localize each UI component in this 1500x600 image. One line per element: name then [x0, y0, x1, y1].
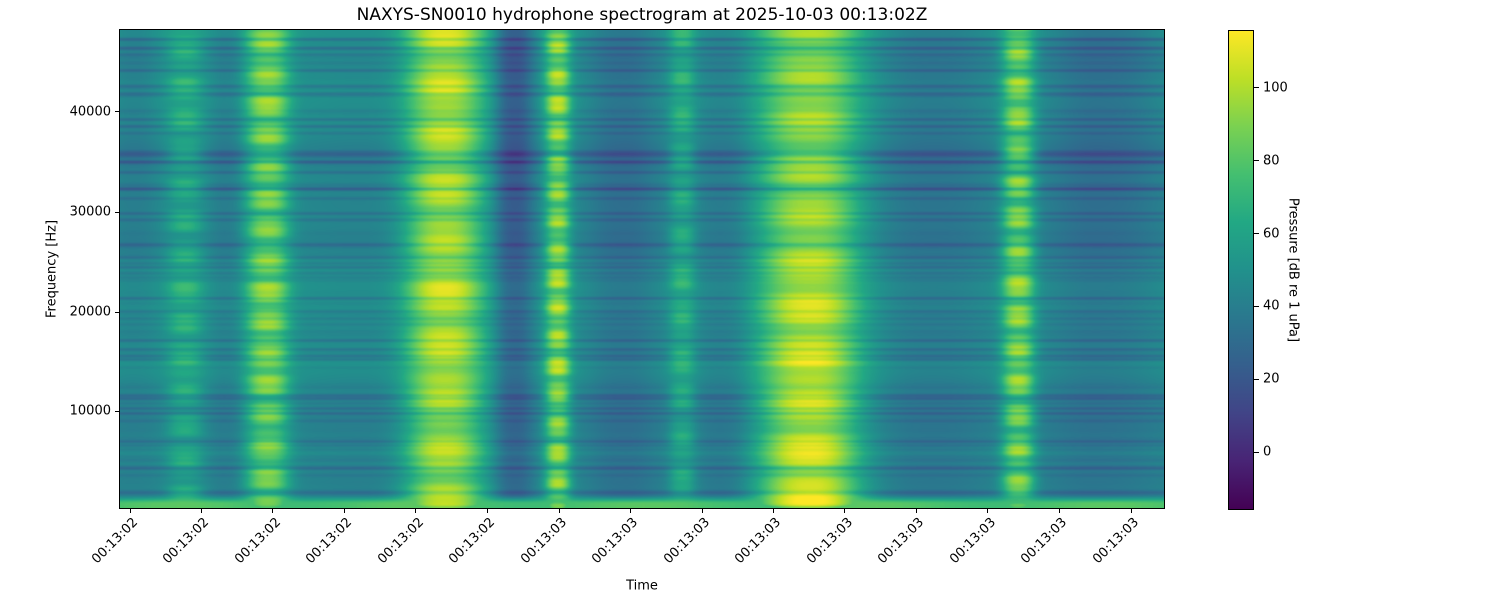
x-tick-mark [343, 508, 345, 513]
x-tick-label: 00:13:03 [660, 515, 713, 567]
x-tick-label: 00:13:03 [589, 515, 642, 567]
colorbar-tick-mark [1254, 87, 1259, 89]
spectrogram-heatmap [120, 30, 1164, 508]
x-tick-mark [558, 508, 560, 513]
colorbar-tick-label: 80 [1263, 153, 1280, 169]
y-tick-label: 20000 [69, 304, 111, 320]
x-tick-mark [1130, 508, 1132, 513]
x-tick-label: 00:13:03 [1089, 515, 1142, 567]
x-tick-mark [630, 508, 632, 513]
x-tick-mark [201, 508, 203, 513]
x-tick-label: 00:13:02 [446, 515, 499, 567]
x-tick-label: 00:13:02 [231, 515, 284, 567]
x-axis-label: Time [626, 578, 658, 594]
colorbar-tick-label: 20 [1263, 371, 1280, 387]
colorbar-tick-label: 40 [1263, 298, 1280, 314]
colorbar-tick-label: 100 [1263, 80, 1288, 96]
y-tick-mark [115, 211, 120, 213]
colorbar-tick-mark [1254, 378, 1259, 380]
x-tick-label: 00:13:02 [303, 515, 356, 567]
x-tick-mark [415, 508, 417, 513]
colorbar-tick-mark [1254, 160, 1259, 162]
x-tick-mark [272, 508, 274, 513]
y-tick-label: 40000 [69, 104, 111, 120]
y-tick-mark [115, 111, 120, 113]
colorbar-label: Pressure [dB re 1 uPa] [1285, 197, 1301, 343]
y-axis-label: Frequency [Hz] [44, 219, 60, 319]
x-tick-label: 00:13:03 [803, 515, 856, 567]
x-tick-label: 00:13:02 [160, 515, 213, 567]
x-tick-mark [1058, 508, 1060, 513]
x-tick-mark [987, 508, 989, 513]
x-tick-mark [486, 508, 488, 513]
colorbar-tick-mark [1254, 451, 1259, 453]
chart-title: NAXYS-SN0010 hydrophone spectrogram at 2… [356, 5, 928, 25]
y-tick-label: 10000 [69, 403, 111, 419]
colorbar-tick-label: 60 [1263, 226, 1280, 242]
x-tick-label: 00:13:03 [517, 515, 570, 567]
x-tick-label: 00:13:03 [946, 515, 999, 567]
x-tick-mark [915, 508, 917, 513]
colorbar-tick-mark [1254, 305, 1259, 307]
x-tick-label: 00:13:03 [875, 515, 928, 567]
x-tick-label: 00:13:03 [1018, 515, 1071, 567]
x-tick-label: 00:13:02 [374, 515, 427, 567]
x-tick-mark [844, 508, 846, 513]
colorbar-tick-label: 0 [1263, 444, 1272, 460]
x-tick-label: 00:13:03 [732, 515, 785, 567]
x-tick-mark [701, 508, 703, 513]
y-tick-mark [115, 311, 120, 313]
colorbar-tick-mark [1254, 233, 1259, 235]
x-tick-label: 00:13:02 [88, 515, 141, 567]
x-tick-mark [129, 508, 131, 513]
y-tick-label: 30000 [69, 204, 111, 220]
y-tick-mark [115, 410, 120, 412]
x-tick-mark [773, 508, 775, 513]
colorbar [1228, 30, 1254, 510]
